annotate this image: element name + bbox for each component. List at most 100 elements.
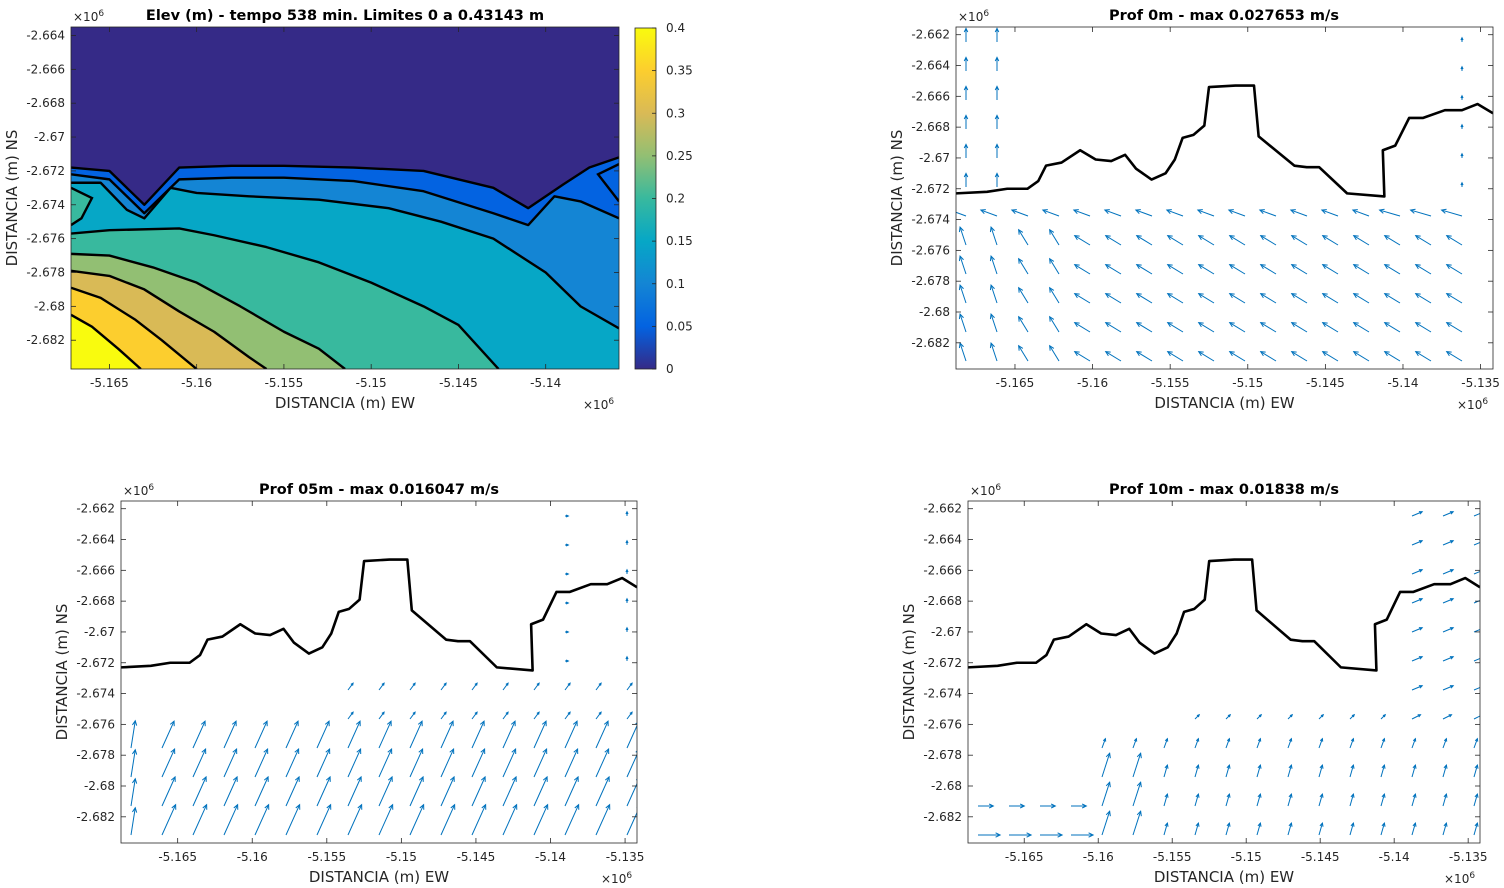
velocity-arrow-head	[324, 720, 330, 727]
velocity-arrow	[502, 804, 518, 836]
velocity-arrow-head	[1481, 628, 1484, 631]
velocity-arrow-head	[565, 543, 570, 547]
velocity-arrow	[1287, 822, 1292, 836]
velocity-arrow	[161, 804, 177, 836]
velocity-arrow	[1446, 322, 1463, 333]
velocity-arrow	[1287, 793, 1292, 807]
velocity-arrow-head	[294, 775, 300, 782]
contour-line	[71, 313, 142, 369]
prof10-ytick-label: -2.666	[923, 563, 962, 577]
velocity-arrow	[130, 720, 136, 749]
velocity-arrow	[1442, 764, 1447, 778]
velocity-arrow	[223, 748, 238, 778]
prof0-xlabel: DISTANCIA (m) EW	[1154, 394, 1294, 412]
velocity-arrow-head	[233, 803, 239, 810]
velocity-arrow	[223, 804, 239, 836]
velocity-arrow-head	[388, 803, 394, 810]
velocity-arrow	[1105, 322, 1122, 333]
velocity-arrow-head	[1166, 235, 1173, 241]
velocity-arrow-head	[1018, 286, 1024, 293]
velocity-arrow	[1442, 685, 1454, 691]
velocity-arrow-head	[131, 748, 138, 755]
velocity-arrow-head	[1412, 821, 1417, 827]
velocity-arrow	[1018, 316, 1029, 333]
velocity-arrow-head	[979, 209, 986, 214]
velocity-arrow	[1132, 782, 1142, 807]
velocity-arrow-head	[356, 775, 362, 782]
velocity-arrow	[626, 753, 637, 778]
velocity-arrow-head	[963, 172, 969, 178]
velocity-arrow	[1136, 322, 1153, 333]
velocity-arrow-head	[412, 682, 416, 686]
contour-band	[71, 314, 141, 369]
velocity-arrow-head	[1135, 264, 1142, 270]
velocity-arrow	[1473, 657, 1480, 662]
velocity-arrow	[1287, 738, 1292, 749]
velocity-arrow-head	[1290, 351, 1297, 357]
velocity-arrow-head	[598, 711, 602, 715]
velocity-arrow	[130, 749, 136, 778]
velocity-arrow	[595, 711, 602, 720]
velocity-arrow	[1291, 264, 1308, 275]
velocity-arrow-head	[1258, 209, 1265, 214]
velocity-arrow	[1198, 351, 1215, 362]
prof10-title: Prof 10m - max 0.01838 m/s	[1109, 482, 1339, 498]
velocity-arrow	[347, 711, 354, 720]
velocity-arrow-head	[1049, 286, 1055, 293]
velocity-arrow	[1074, 235, 1091, 246]
prof10-xlabel: DISTANCIA (m) EW	[1154, 868, 1294, 886]
velocity-arrow-head	[994, 172, 1000, 178]
colorbar-tick-label: 0.35	[666, 64, 693, 78]
velocity-arrow-head	[1105, 781, 1111, 788]
elevation-ytick-label: -2.668	[26, 96, 65, 110]
velocity-arrow	[1322, 293, 1339, 304]
velocity-arrow-head	[1383, 293, 1390, 299]
velocity-arrow	[626, 811, 637, 836]
velocity-arrow-head	[1104, 351, 1111, 357]
velocity-arrow	[1446, 235, 1463, 246]
prof0-ytick-label: -2.662	[911, 28, 950, 42]
velocity-arrow	[1291, 235, 1308, 246]
contour-fill	[71, 27, 619, 369]
prof05-x-exponent: ×106	[601, 871, 632, 886]
velocity-arrow	[626, 782, 637, 807]
velocity-arrow-head	[963, 114, 969, 120]
velocity-arrow-head	[634, 722, 637, 725]
velocity-arrow	[161, 776, 176, 807]
velocity-arrow-head	[1259, 235, 1266, 241]
velocity-arrow-head	[480, 747, 486, 755]
velocity-arrow-head	[1352, 264, 1359, 270]
prof05-ylabel: DISTANCIA (m) NS	[53, 604, 71, 741]
velocity-arrow	[1442, 714, 1452, 720]
velocity-arrow-head	[1418, 540, 1424, 544]
velocity-arrow-head	[1102, 737, 1107, 742]
velocity-arrow	[254, 720, 268, 749]
velocity-arrow-head	[1136, 781, 1142, 788]
velocity-arrow-head	[1290, 235, 1297, 241]
colorbar-tick-label: 0.25	[666, 149, 693, 163]
velocity-arrow	[1166, 209, 1184, 217]
prof10-xtick-label: -5.155	[1153, 850, 1192, 864]
velocity-arrow	[956, 211, 967, 217]
velocity-arrow-head	[989, 284, 995, 291]
velocity-arrow-head	[1197, 293, 1204, 299]
velocity-arrow	[533, 682, 540, 691]
elevation-title: Elev (m) - tempo 538 min. Limites 0 a 0.…	[146, 8, 544, 24]
velocity-arrow	[959, 226, 967, 246]
velocity-arrow	[1349, 738, 1354, 749]
velocity-arrow-head	[1445, 264, 1452, 270]
velocity-arrow-head	[536, 711, 540, 715]
velocity-arrow	[1322, 322, 1339, 333]
prof10-ytick-label: -2.672	[923, 656, 962, 670]
velocity-arrow-head	[1164, 792, 1169, 798]
velocity-arrow-head	[169, 720, 175, 727]
velocity-arrow-head	[1165, 209, 1172, 214]
velocity-arrow	[1291, 322, 1308, 333]
velocity-arrow	[409, 776, 424, 807]
velocity-arrow	[1318, 793, 1323, 807]
velocity-arrow-head	[1378, 208, 1385, 214]
velocity-arrow	[990, 284, 998, 304]
quiver-field	[956, 27, 1493, 362]
velocity-arrow-head	[1228, 351, 1235, 357]
